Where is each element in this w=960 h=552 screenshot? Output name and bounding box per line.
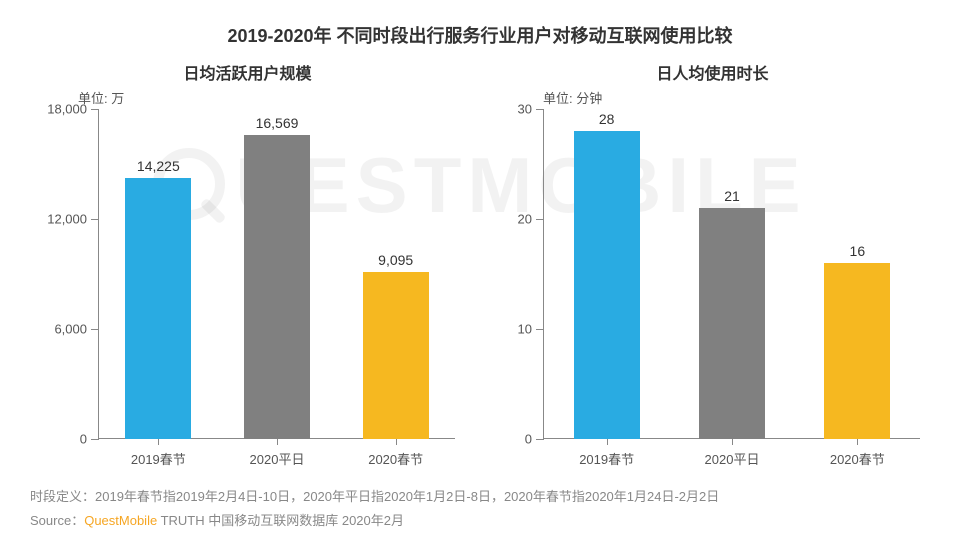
- bar: [574, 131, 640, 439]
- bar-value-label: 14,225: [137, 158, 180, 174]
- source-rest: TRUTH 中国移动互联网数据库 2020年2月: [157, 513, 404, 528]
- bar-value-label: 16: [850, 243, 866, 259]
- y-label: 30: [518, 102, 544, 117]
- x-label: 2019春节: [131, 449, 186, 468]
- left-plot: 14,2252019春节16,5692020平日9,0952020春节 06,0…: [98, 109, 455, 439]
- x-label: 2020平日: [250, 449, 305, 468]
- x-label: 2019春节: [579, 449, 634, 468]
- right-bars: 282019春节212020平日162020春节: [544, 109, 920, 439]
- footer-definition: 时段定义：2019年春节指2019年2月4日-10日，2020年平日指2020年…: [30, 485, 930, 508]
- right-unit: 单位: 分钟: [543, 88, 930, 107]
- x-tick: [158, 439, 159, 445]
- x-tick: [277, 439, 278, 445]
- x-tick: [396, 439, 397, 445]
- left-bars: 14,2252019春节16,5692020平日9,0952020春节: [99, 109, 455, 439]
- footer-source: Source：QuestMobile TRUTH 中国移动互联网数据库 2020…: [30, 509, 930, 532]
- x-label: 2020春节: [368, 449, 423, 468]
- x-label: 2020平日: [705, 449, 760, 468]
- bar: [125, 178, 191, 439]
- right-chart: 日人均使用时长 单位: 分钟 282019春节212020平日162020春节 …: [495, 60, 930, 439]
- bar-slot: 162020春节: [795, 109, 920, 439]
- bar-value-label: 28: [599, 111, 615, 127]
- bar: [244, 135, 310, 439]
- y-label: 12,000: [47, 212, 99, 227]
- x-tick: [607, 439, 608, 445]
- bar-slot: 9,0952020春节: [336, 109, 455, 439]
- bar-slot: 16,5692020平日: [218, 109, 337, 439]
- bar-slot: 282019春节: [544, 109, 669, 439]
- y-label: 10: [518, 322, 544, 337]
- bar-value-label: 9,095: [378, 252, 413, 268]
- bar: [699, 208, 765, 439]
- charts-row: 日均活跃用户规模 单位: 万 14,2252019春节16,5692020平日9…: [0, 48, 960, 439]
- right-subtitle: 日人均使用时长: [495, 60, 930, 84]
- left-unit: 单位: 万: [78, 88, 465, 107]
- source-prefix: Source：: [30, 513, 84, 528]
- x-tick: [732, 439, 733, 445]
- y-label: 18,000: [47, 102, 99, 117]
- source-brand: QuestMobile: [84, 513, 157, 528]
- x-tick: [857, 439, 858, 445]
- page-title: 2019-2020年 不同时段出行服务行业用户对移动互联网使用比较: [0, 0, 960, 48]
- y-label: 20: [518, 212, 544, 227]
- bar-value-label: 16,569: [256, 115, 299, 131]
- left-chart: 日均活跃用户规模 单位: 万 14,2252019春节16,5692020平日9…: [30, 60, 465, 439]
- bar-slot: 14,2252019春节: [99, 109, 218, 439]
- bar: [824, 263, 890, 439]
- footer: 时段定义：2019年春节指2019年2月4日-10日，2020年平日指2020年…: [30, 485, 930, 532]
- bar-value-label: 21: [724, 188, 740, 204]
- bar-slot: 212020平日: [669, 109, 794, 439]
- x-label: 2020春节: [830, 449, 885, 468]
- right-plot: 282019春节212020平日162020春节 0102030: [543, 109, 920, 439]
- y-label: 0: [80, 432, 99, 447]
- y-label: 6,000: [54, 322, 99, 337]
- bar: [363, 272, 429, 439]
- y-label: 0: [525, 432, 544, 447]
- left-subtitle: 日均活跃用户规模: [30, 60, 465, 84]
